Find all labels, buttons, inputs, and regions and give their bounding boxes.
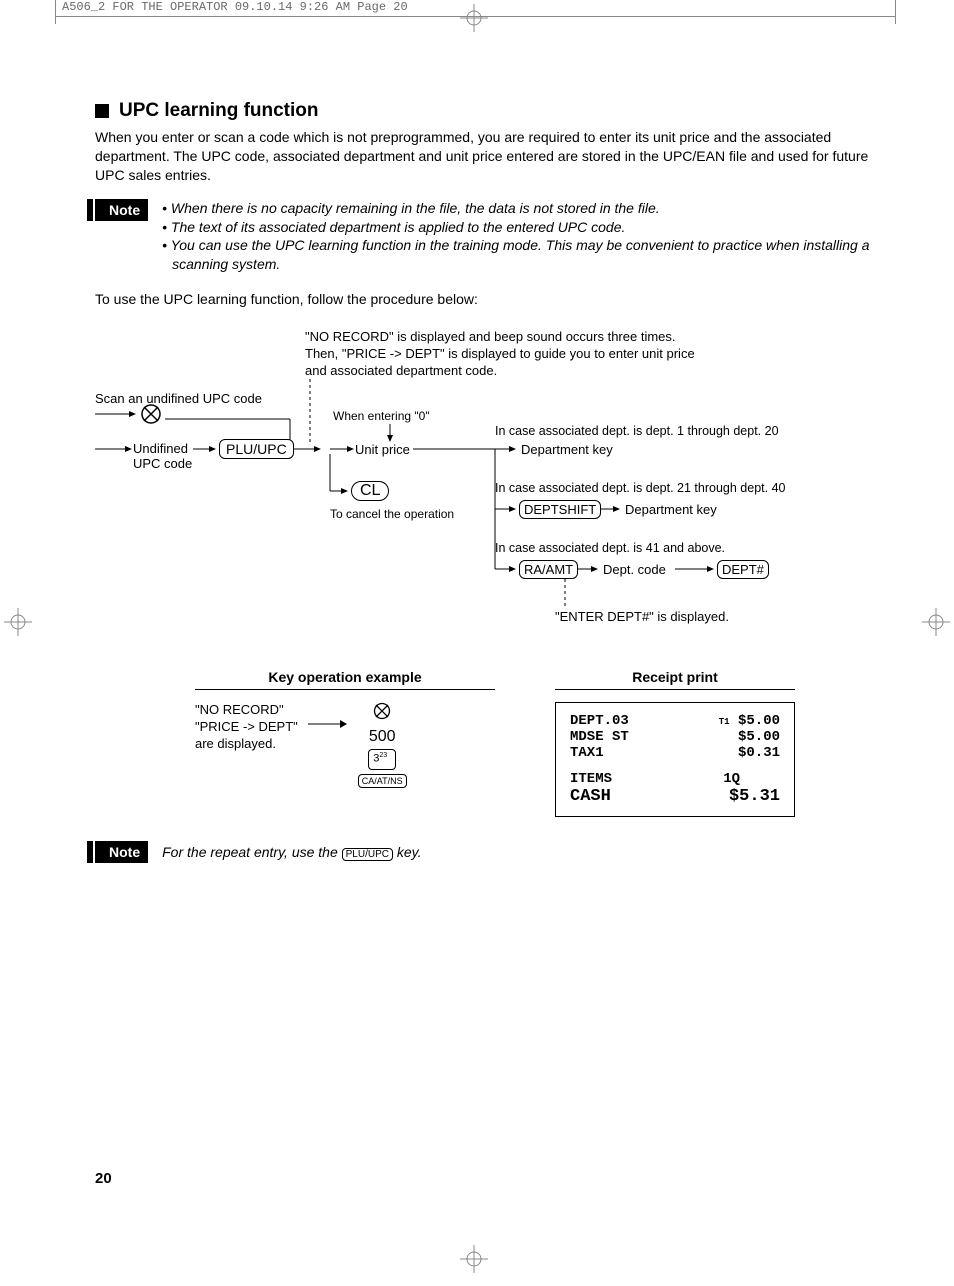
- receipt-row-cash: CASH $5.31: [570, 787, 780, 806]
- receipt-print: DEPT.03 T1 $5.00 MDSE ST$5.00 TAX1$0.31 …: [555, 702, 795, 817]
- intro-paragraph: When you enter or scan a code which is n…: [95, 128, 895, 185]
- diagram-message: "NO RECORD" is displayed and beep sound …: [305, 329, 695, 380]
- receipt-cell: CASH: [570, 787, 611, 806]
- cancel-label: To cancel the operation: [330, 507, 454, 521]
- section-bullet-icon: [95, 104, 109, 118]
- note-badge: Note: [95, 199, 148, 221]
- example-keys: 500 323 CA/AT/NS: [358, 702, 407, 789]
- deptnum-key: DEPT#: [717, 560, 769, 579]
- deptshift-key: DEPTSHIFT: [519, 500, 601, 519]
- crop-tick-right: [895, 0, 896, 24]
- receipt-row: ITEMS 1Q: [570, 771, 780, 787]
- note-block-2: Note For the repeat entry, use the PLU/U…: [95, 841, 895, 863]
- diagram-text: Then, "PRICE -> DEPT" is displayed to gu…: [305, 346, 695, 363]
- registration-mark-left: [4, 608, 32, 639]
- note-bullet: • You can use the UPC learning function …: [162, 236, 895, 274]
- receipt-column: Receipt print DEPT.03 T1 $5.00 MDSE ST $5…: [555, 669, 795, 817]
- diagram-text: "NO RECORD" is displayed and beep sound …: [305, 329, 695, 346]
- section-title: UPC learning function: [119, 100, 319, 122]
- diagram-text: and associated department code.: [305, 363, 695, 380]
- key-operation-column: Key operation example "NO RECORD" "PRICE…: [195, 669, 495, 789]
- crop-tick-left: [55, 0, 56, 24]
- note2-text: For the repeat entry, use the PLU/UPC ke…: [162, 844, 421, 860]
- receipt-cell: $5.31: [729, 787, 780, 806]
- scanner-icon: [372, 702, 392, 726]
- flow-diagram: "NO RECORD" is displayed and beep sound …: [95, 329, 895, 649]
- key-3: 323: [368, 749, 396, 769]
- note-stripe-icon: [87, 841, 93, 863]
- note-bullet: • When there is no capacity remaining in…: [162, 199, 895, 218]
- case3-label: In case associated dept. is 41 and above…: [495, 541, 725, 555]
- page-number: 20: [95, 1170, 112, 1187]
- section-heading-row: UPC learning function: [95, 100, 895, 122]
- key-op-heading: Key operation example: [195, 669, 495, 685]
- divider: [195, 689, 495, 690]
- note-block-1: Note • When there is no capacity remaini…: [95, 199, 895, 275]
- inline-plu-key: PLU/UPC: [342, 848, 393, 861]
- example-section: Key operation example "NO RECORD" "PRICE…: [95, 669, 895, 817]
- note-bullet: • The text of its associated department …: [162, 218, 895, 237]
- key-caatns: CA/AT/NS: [358, 774, 407, 789]
- diagram-text: Undifined: [133, 441, 192, 456]
- note2-pre: For the repeat entry, use the: [162, 844, 342, 860]
- receipt-row: MDSE ST $5.00: [570, 729, 780, 745]
- dept-key-label-1: Department key: [521, 442, 613, 457]
- receipt-cell: $0.31: [738, 745, 780, 761]
- receipt-heading: Receipt print: [555, 669, 795, 685]
- receipt-cell: T1 $5.00: [719, 713, 780, 729]
- unit-price-label: Unit price: [355, 442, 410, 457]
- procedure-intro: To use the UPC learning function, follow…: [95, 290, 895, 309]
- scan-label: Scan an undifined UPC code: [95, 391, 262, 406]
- receipt-cell: ITEMS: [570, 771, 612, 787]
- receipt-cell: TAX1: [570, 745, 604, 761]
- note-badge: Note: [95, 841, 148, 863]
- note2-post: key.: [393, 844, 422, 860]
- example-text: "NO RECORD": [195, 702, 298, 719]
- divider: [555, 689, 795, 690]
- key-3-sup: 23: [379, 752, 387, 759]
- undifined-label: Undifined UPC code: [133, 441, 192, 471]
- receipt-amount: $5.00: [738, 713, 780, 729]
- arrow-icon: [308, 702, 348, 732]
- case1-label: In case associated dept. is dept. 1 thro…: [495, 424, 779, 438]
- receipt-row: DEPT.03 T1 $5.00: [570, 713, 780, 729]
- receipt-cell: DEPT.03: [570, 713, 629, 729]
- case2-label: In case associated dept. is dept. 21 thr…: [495, 481, 785, 495]
- example-text: "PRICE -> DEPT": [195, 719, 298, 736]
- registration-mark-bottom: [460, 1245, 488, 1276]
- print-header: A506_2 FOR THE OPERATOR 09.10.14 9:26 AM…: [62, 0, 408, 14]
- note-list: • When there is no capacity remaining in…: [162, 199, 895, 275]
- raamt-key: RA/AMT: [519, 560, 578, 579]
- plu-upc-key: PLU/UPC: [219, 439, 294, 459]
- cl-key: CL: [351, 481, 389, 501]
- when-zero-label: When entering "0": [333, 409, 430, 423]
- dept-code-label: Dept. code: [603, 562, 666, 577]
- receipt-cell: 1Q: [723, 771, 780, 787]
- receipt-row: TAX1 $0.31: [570, 745, 780, 761]
- amount-text: 500: [369, 728, 396, 745]
- example-text: are displayed.: [195, 736, 298, 753]
- registration-mark-right: [922, 608, 950, 639]
- receipt-tax-mark: T1: [719, 717, 730, 727]
- scanner-icon: [139, 403, 163, 428]
- page-content: UPC learning function When you enter or …: [95, 100, 895, 863]
- receipt-cell: $5.00: [738, 729, 780, 745]
- receipt-cell: MDSE ST: [570, 729, 629, 745]
- note-stripe-icon: [87, 199, 93, 221]
- enter-dept-label: "ENTER DEPT#" is displayed.: [555, 609, 729, 624]
- dept-key-label-2: Department key: [625, 502, 717, 517]
- registration-mark-top: [460, 4, 488, 35]
- diagram-text: UPC code: [133, 456, 192, 471]
- example-display-text: "NO RECORD" "PRICE -> DEPT" are displaye…: [195, 702, 298, 753]
